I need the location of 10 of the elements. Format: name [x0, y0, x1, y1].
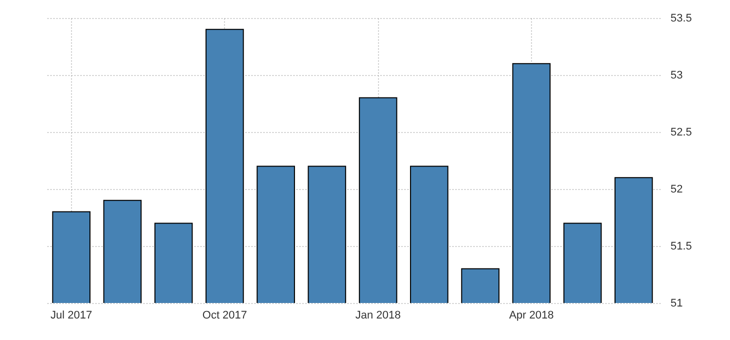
x-tick-label: Jan 2018 [355, 310, 401, 322]
y-tick-label: 52 [670, 184, 683, 196]
x-tick-label: Jul 2017 [50, 310, 92, 322]
y-tick-label: 51 [670, 298, 683, 310]
y-tick-label: 52.5 [670, 126, 692, 138]
y-tick-label: 53 [670, 70, 683, 82]
y-tick-label: 51.5 [670, 240, 692, 252]
x-tick-label: Oct 2017 [202, 310, 248, 322]
y-tick-label: 53.5 [670, 12, 692, 24]
x-tick-label: Apr 2018 [509, 310, 554, 322]
